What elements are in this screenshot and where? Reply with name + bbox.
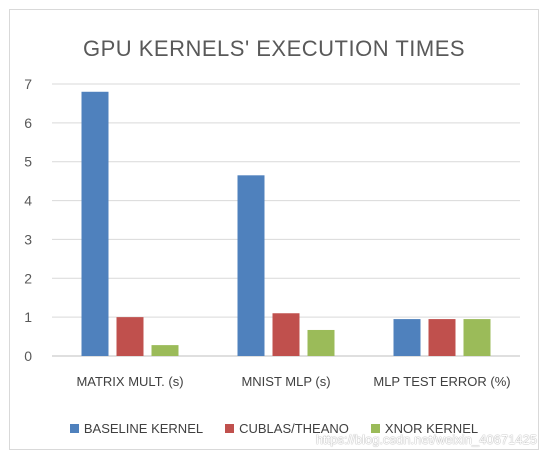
y-tick-label: 4 (24, 193, 32, 209)
x-category-label: MNIST MLP (s) (241, 374, 330, 389)
legend-swatch (370, 424, 380, 433)
x-category-label: MLP TEST ERROR (%) (373, 374, 510, 389)
watermark-text: https://blog.csdn.net/weixin_40671425 (315, 432, 537, 447)
chart-title: GPU KERNELS' EXECUTION TIMES (82, 36, 466, 61)
legend-label: XNOR KERNEL (384, 421, 479, 436)
bar-xnor-kernel (151, 345, 179, 356)
chart-legend: BASELINE KERNEL CUBLAS/THEANO XNOR KERNEL (10, 421, 538, 436)
legend-item: BASELINE KERNEL (69, 421, 204, 436)
y-tick-label: 2 (24, 270, 32, 286)
y-tick-label: 3 (24, 231, 32, 247)
y-tick-label: 5 (24, 154, 32, 170)
legend-swatch (225, 424, 235, 433)
bar-cublas-theano (272, 313, 300, 356)
legend-label: CUBLAS/THEANO (239, 421, 349, 436)
chart-frame: GPU KERNELS' EXECUTION TIMES 0 1 2 3 4 5 6 7 MAT… (9, 9, 539, 450)
y-tick-label: 6 (24, 115, 32, 131)
legend-label: BASELINE KERNEL (83, 421, 204, 436)
bar-xnor-kernel (307, 329, 335, 356)
y-tick-label: 1 (24, 309, 32, 325)
legend-item: XNOR KERNEL (370, 421, 479, 436)
bar-chart-plot: 0 1 2 3 4 5 6 7 MATRIX MULT. (s) MNIST MLP (s) MLP… (24, 76, 520, 389)
bar-cublas-theano (428, 319, 456, 356)
x-category-label: MATRIX MULT. (s) (76, 374, 183, 389)
y-tick-label: 7 (24, 76, 32, 92)
y-tick-label: 0 (24, 348, 32, 364)
bar-baseline-kernel (81, 91, 109, 357)
bar-cublas-theano (116, 317, 144, 356)
bar-baseline-kernel (237, 175, 265, 356)
legend-item: CUBLAS/THEANO (225, 421, 349, 436)
bar-baseline-kernel (393, 319, 421, 356)
bar-xnor-kernel (463, 319, 491, 356)
legend-swatch (69, 424, 79, 433)
